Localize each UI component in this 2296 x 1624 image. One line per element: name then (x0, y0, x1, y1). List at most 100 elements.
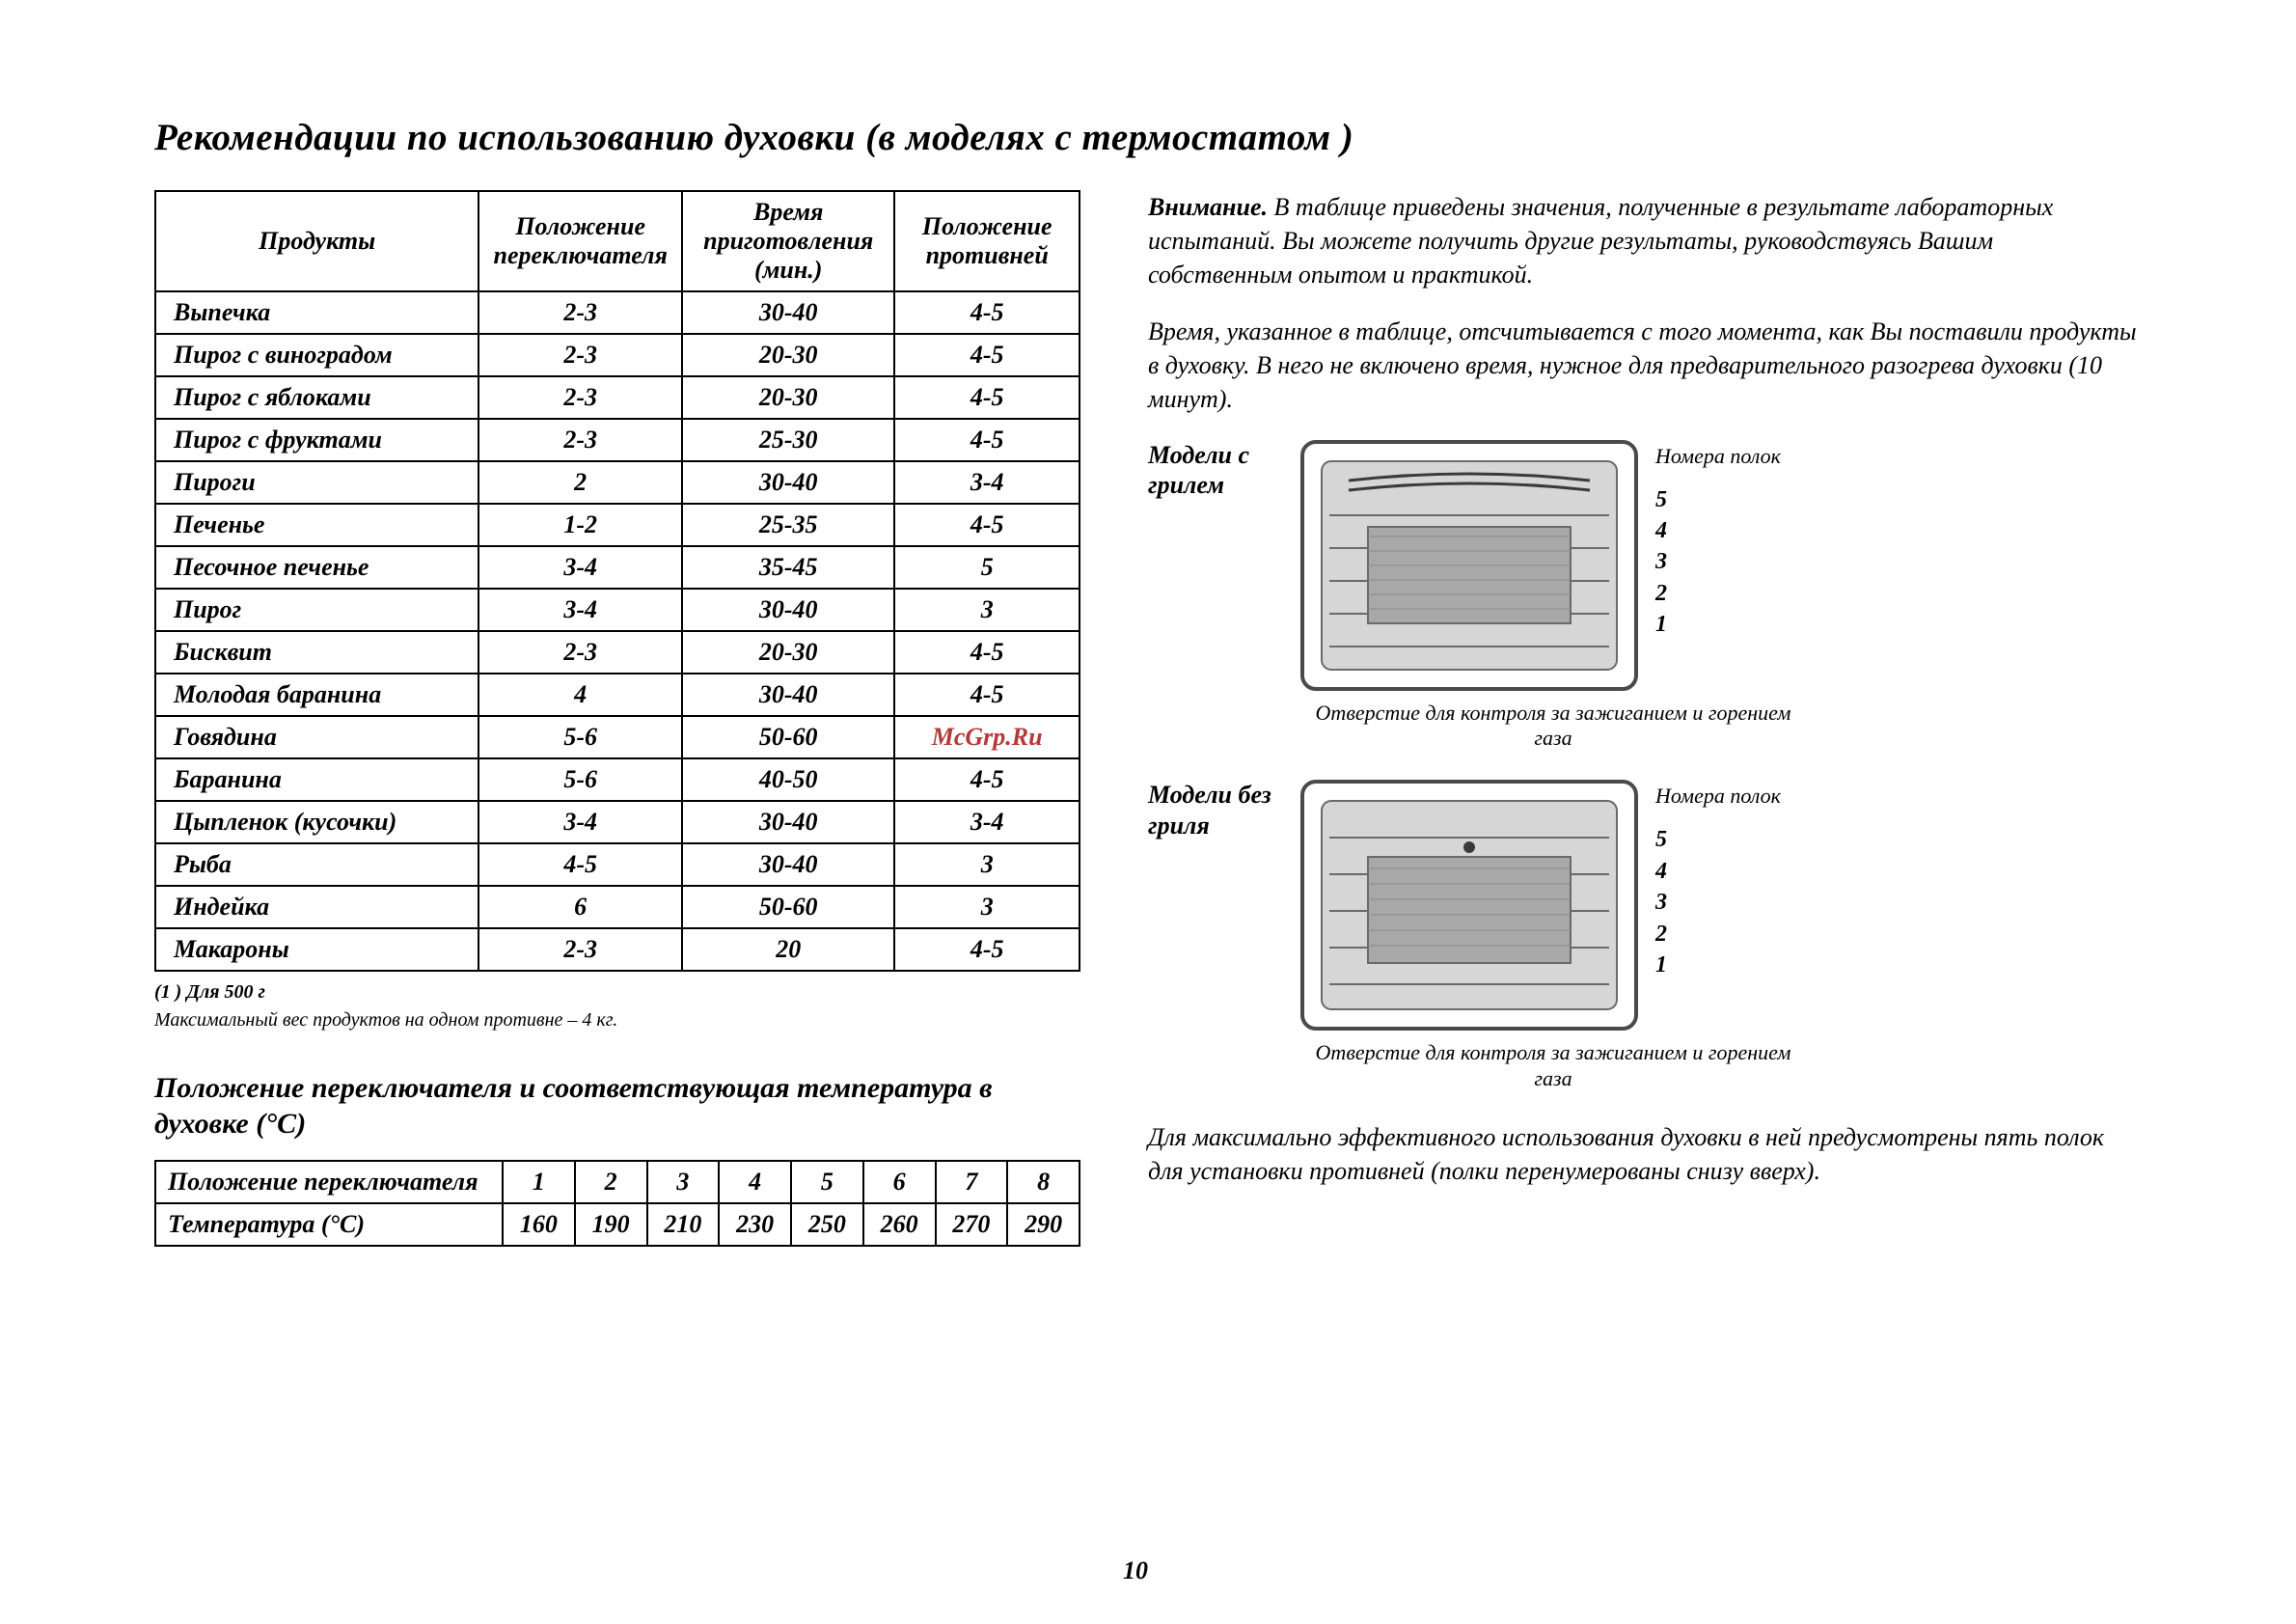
cell-time: 30-40 (682, 674, 894, 716)
cell-position: 2 (478, 461, 682, 504)
cell-shelf: 3 (894, 843, 1080, 886)
col-header-time: Время приготовления (мин.) (682, 191, 894, 291)
cell-temperature: 260 (863, 1203, 936, 1246)
table-row: Молодая баранина430-404-5 (155, 674, 1080, 716)
page-number: 10 (0, 1556, 1148, 1585)
attention-text: В таблице приведены значения, полученные… (1148, 193, 2053, 289)
cell-time: 35-45 (682, 546, 894, 589)
cell-time: 30-40 (682, 461, 894, 504)
cell-time: 30-40 (682, 843, 894, 886)
col-header-product: Продукты (155, 191, 478, 291)
caption-grill: Отверстие для контроля за зажиганием и г… (1302, 701, 1804, 752)
cell-product: Пирог с виноградом (155, 334, 478, 376)
watermark-text: McGrp.Ru (932, 723, 1043, 751)
shelf-num-2: 2 (1655, 578, 1781, 609)
table-row: Песочное печенье3-435-455 (155, 546, 1080, 589)
cell-position: 1-2 (478, 504, 682, 546)
temp-table-title: Положение переключателя и соответствующа… (154, 1070, 1080, 1142)
cell-position: 3-4 (478, 589, 682, 631)
cell-switch-position: 1 (503, 1161, 575, 1203)
cell-position: 5-6 (478, 716, 682, 758)
cell-switch-position: 4 (719, 1161, 791, 1203)
cell-position: 2-3 (478, 334, 682, 376)
cell-temperature: 210 (647, 1203, 720, 1246)
cell-position: 3-4 (478, 546, 682, 589)
cell-product: Макароны (155, 928, 478, 971)
cell-time: 50-60 (682, 886, 894, 928)
cell-temperature: 250 (791, 1203, 863, 1246)
table-row: Цыпленок (кусочки)3-430-403-4 (155, 801, 1080, 843)
cell-shelf: McGrp.Ru (894, 716, 1080, 758)
cell-product: Баранина (155, 758, 478, 801)
cell-shelf: 4-5 (894, 334, 1080, 376)
temp-row-label-pos: Положение переключателя (155, 1161, 503, 1203)
cell-temperature: 190 (575, 1203, 647, 1246)
shelf-num-5b: 5 (1655, 824, 1781, 855)
cell-product: Пироги (155, 461, 478, 504)
cell-position: 5-6 (478, 758, 682, 801)
cell-time: 50-60 (682, 716, 894, 758)
table-row: Пирог3-430-403 (155, 589, 1080, 631)
bottom-paragraph: Для максимально эффективного использован… (1148, 1120, 2142, 1188)
shelf-num-3: 3 (1655, 546, 1781, 577)
cell-product: Песочное печенье (155, 546, 478, 589)
table-row: Индейка650-603 (155, 886, 1080, 928)
cell-product: Пирог (155, 589, 478, 631)
cell-time: 30-40 (682, 589, 894, 631)
page-title: Рекомендации по использованию духовки (в… (154, 116, 2142, 159)
cell-switch-position: 2 (575, 1161, 647, 1203)
cell-position: 2-3 (478, 928, 682, 971)
products-table: Продукты Положение переключателя Время п… (154, 190, 1080, 972)
table-header-row: Продукты Положение переключателя Время п… (155, 191, 1080, 291)
shelf-legend-title: Номера полок (1655, 444, 1781, 469)
cell-product: Бисквит (155, 631, 478, 674)
col-header-position: Положение переключателя (478, 191, 682, 291)
cell-product: Пирог с яблоками (155, 376, 478, 419)
cell-time: 40-50 (682, 758, 894, 801)
cell-shelf: 5 (894, 546, 1080, 589)
diagram-no-grill-label: Модели без гриля (1148, 780, 1283, 1031)
cell-temperature: 160 (503, 1203, 575, 1246)
table-row: Говядина5-650-60 McGrp.Ru (155, 716, 1080, 758)
cell-switch-position: 5 (791, 1161, 863, 1203)
cell-position: 2-3 (478, 376, 682, 419)
time-note-paragraph: Время, указанное в таблице, отсчитываетс… (1148, 315, 2142, 416)
cell-shelf: 4-5 (894, 674, 1080, 716)
cell-shelf: 3-4 (894, 801, 1080, 843)
table-row: Баранина5-640-504-5 (155, 758, 1080, 801)
cell-temperature: 230 (719, 1203, 791, 1246)
table-row: Рыба4-530-403 (155, 843, 1080, 886)
table-row: Пирог с яблоками2-320-304-5 (155, 376, 1080, 419)
cell-time: 25-35 (682, 504, 894, 546)
cell-shelf: 3 (894, 886, 1080, 928)
cell-time: 30-40 (682, 291, 894, 334)
cell-shelf: 4-5 (894, 376, 1080, 419)
caption-no-grill: Отверстие для контроля за зажиганием и г… (1302, 1040, 1804, 1091)
cell-position: 2-3 (478, 419, 682, 461)
table-row: Пирог с фруктами2-325-304-5 (155, 419, 1080, 461)
oven-grill-illustration (1300, 440, 1638, 691)
diagram-without-grill: Модели без гриля (1148, 780, 2142, 1031)
cell-switch-position: 3 (647, 1161, 720, 1203)
diagram-with-grill: Модели с грилем (1148, 440, 2142, 691)
shelf-num-3b: 3 (1655, 887, 1781, 918)
cell-product: Выпечка (155, 291, 478, 334)
cell-product: Говядина (155, 716, 478, 758)
cell-product: Печенье (155, 504, 478, 546)
shelf-num-5: 5 (1655, 484, 1781, 515)
cell-position: 6 (478, 886, 682, 928)
cell-shelf: 4-5 (894, 419, 1080, 461)
diagram-grill-label: Модели с грилем (1148, 440, 1283, 691)
cell-switch-position: 8 (1007, 1161, 1080, 1203)
footnote-2: Максимальный вес продуктов на одном прот… (154, 1009, 1080, 1032)
shelf-num-4: 4 (1655, 515, 1781, 546)
cell-product: Рыба (155, 843, 478, 886)
cell-time: 30-40 (682, 801, 894, 843)
shelf-num-2b: 2 (1655, 919, 1781, 950)
table-row: Выпечка2-330-404-5 (155, 291, 1080, 334)
shelf-num-1b: 1 (1655, 950, 1781, 980)
cell-shelf: 4-5 (894, 758, 1080, 801)
cell-position: 3-4 (478, 801, 682, 843)
shelf-legend-title-2: Номера полок (1655, 784, 1781, 809)
table-row: Бисквит2-320-304-5 (155, 631, 1080, 674)
